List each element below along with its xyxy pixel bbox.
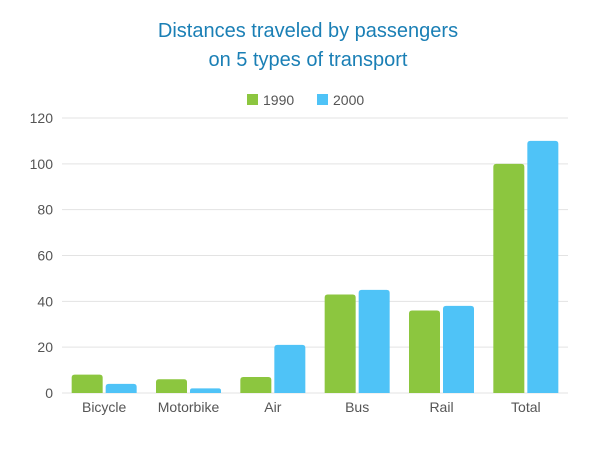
bars	[71, 140, 559, 393]
chart-title-line-1: Distances traveled by passengers	[158, 20, 458, 42]
y-tick-label: 0	[45, 385, 53, 401]
legend-swatch-2000	[317, 94, 328, 105]
x-tick-label-bicycle: Bicycle	[82, 399, 127, 415]
y-tick-label: 100	[30, 156, 54, 172]
y-tick-label: 120	[30, 110, 54, 126]
y-tick-label: 80	[37, 202, 53, 218]
legend-label-2000: 2000	[333, 92, 364, 108]
legend: 1990 2000	[247, 92, 364, 108]
x-tick-label-bus: Bus	[345, 399, 369, 415]
bar-air-2000	[274, 344, 306, 393]
y-tick-label: 60	[37, 248, 53, 264]
x-tick-label-air: Air	[264, 399, 281, 415]
gridlines	[62, 117, 568, 394]
y-tick-label: 20	[37, 339, 53, 355]
y-tick-label: 40	[37, 293, 53, 309]
legend-swatch-1990	[247, 94, 258, 105]
bar-total-2000	[527, 140, 559, 393]
x-tick-label-rail: Rail	[429, 399, 453, 415]
bar-rail-1990	[409, 310, 440, 393]
x-tick-label-total: Total	[511, 399, 541, 415]
bar-bicycle-2000	[105, 383, 137, 393]
y-axis-tick-labels: 0 20 40 60 80 100 120	[30, 110, 54, 401]
x-tick-label-motorbike: Motorbike	[158, 399, 220, 415]
x-axis-tick-labels: Bicycle Motorbike Air Bus Rail Total	[82, 399, 541, 415]
bar-bicycle-1990	[71, 374, 103, 393]
bar-rail-2000	[443, 305, 474, 393]
bar-air-1990	[240, 376, 272, 393]
bar-bus-1990	[324, 294, 356, 393]
legend-label-1990: 1990	[263, 92, 294, 108]
chart-title-line-2: on 5 types of transport	[208, 49, 407, 71]
bar-bus-2000	[358, 289, 390, 393]
bar-total-1990	[493, 163, 525, 393]
bar-motorbike-2000	[190, 388, 221, 393]
bar-motorbike-1990	[156, 379, 187, 393]
